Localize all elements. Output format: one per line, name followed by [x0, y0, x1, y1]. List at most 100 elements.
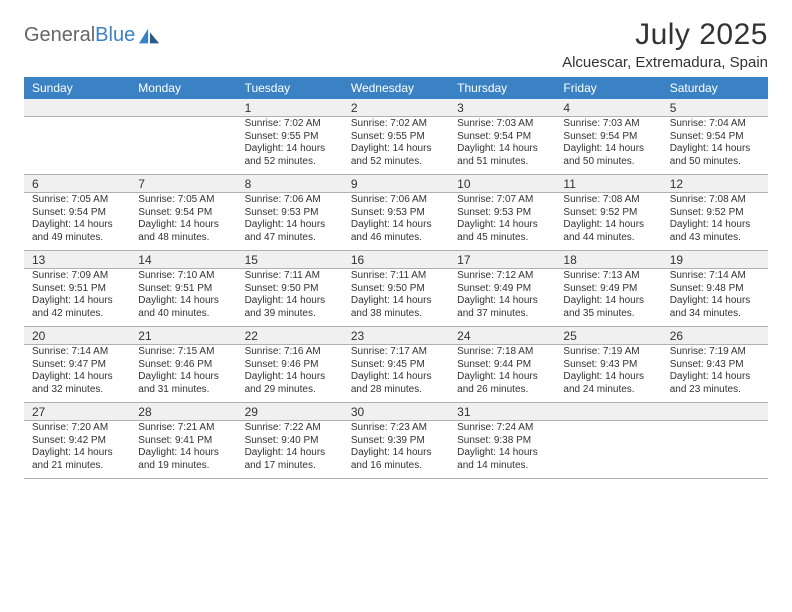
day-number: 17 — [449, 251, 555, 268]
sunrise-label: Sunrise: 7:13 AM — [563, 270, 653, 283]
day-number: 2 — [343, 99, 449, 116]
day-number — [555, 403, 661, 420]
sunset-label: Sunset: 9:49 PM — [563, 283, 653, 296]
sunrise-label: Sunrise: 7:06 AM — [245, 194, 335, 207]
sunset-label: Sunset: 9:46 PM — [138, 359, 228, 372]
daylight-line2: and 46 minutes. — [351, 232, 441, 245]
day-cell: Sunrise: 7:19 AMSunset: 9:43 PMDaylight:… — [555, 345, 661, 402]
daylight-line2: and 39 minutes. — [245, 308, 335, 321]
daylight-line2: and 51 minutes. — [457, 156, 547, 169]
weekday-monday: Monday — [130, 77, 236, 99]
sunset-label: Sunset: 9:40 PM — [245, 435, 335, 448]
sunset-label: Sunset: 9:38 PM — [457, 435, 547, 448]
day-number: 10 — [449, 175, 555, 192]
sunset-label: Sunset: 9:54 PM — [138, 207, 228, 220]
day-number — [130, 99, 236, 116]
sunset-label: Sunset: 9:52 PM — [563, 207, 653, 220]
sunset-label: Sunset: 9:54 PM — [563, 131, 653, 144]
sunrise-label: Sunrise: 7:14 AM — [32, 346, 122, 359]
daylight-line1: Daylight: 14 hours — [138, 371, 228, 384]
daylight-line2: and 34 minutes. — [670, 308, 760, 321]
brand-text: GeneralBlue — [24, 24, 135, 47]
daylight-line2: and 29 minutes. — [245, 384, 335, 397]
day-cell: Sunrise: 7:08 AMSunset: 9:52 PMDaylight:… — [662, 193, 768, 250]
daylight-line1: Daylight: 14 hours — [245, 219, 335, 232]
sunrise-label: Sunrise: 7:24 AM — [457, 422, 547, 435]
weekday-wednesday: Wednesday — [343, 77, 449, 99]
week-number-row: 13141516171819 — [24, 251, 768, 269]
daylight-line1: Daylight: 14 hours — [351, 143, 441, 156]
sunrise-label: Sunrise: 7:03 AM — [457, 118, 547, 131]
daylight-line2: and 19 minutes. — [138, 460, 228, 473]
daylight-line1: Daylight: 14 hours — [457, 371, 547, 384]
daylight-line2: and 23 minutes. — [670, 384, 760, 397]
daylight-line2: and 17 minutes. — [245, 460, 335, 473]
day-cell: Sunrise: 7:09 AMSunset: 9:51 PMDaylight:… — [24, 269, 130, 326]
sunrise-label: Sunrise: 7:19 AM — [563, 346, 653, 359]
daylight-line1: Daylight: 14 hours — [457, 295, 547, 308]
daylight-line2: and 26 minutes. — [457, 384, 547, 397]
daylight-line2: and 35 minutes. — [563, 308, 653, 321]
day-cell — [24, 117, 130, 174]
location-label: Alcuescar, Extremadura, Spain — [562, 54, 768, 71]
day-number: 20 — [24, 327, 130, 344]
daylight-line2: and 16 minutes. — [351, 460, 441, 473]
day-cell: Sunrise: 7:15 AMSunset: 9:46 PMDaylight:… — [130, 345, 236, 402]
sunset-label: Sunset: 9:54 PM — [457, 131, 547, 144]
day-cell: Sunrise: 7:05 AMSunset: 9:54 PMDaylight:… — [24, 193, 130, 250]
sunrise-label: Sunrise: 7:05 AM — [138, 194, 228, 207]
day-number: 6 — [24, 175, 130, 192]
sunrise-label: Sunrise: 7:09 AM — [32, 270, 122, 283]
week-number-row: 6789101112 — [24, 175, 768, 193]
sunrise-label: Sunrise: 7:14 AM — [670, 270, 760, 283]
sunset-label: Sunset: 9:48 PM — [670, 283, 760, 296]
day-cell: Sunrise: 7:11 AMSunset: 9:50 PMDaylight:… — [237, 269, 343, 326]
day-number: 27 — [24, 403, 130, 420]
day-cell: Sunrise: 7:16 AMSunset: 9:46 PMDaylight:… — [237, 345, 343, 402]
sunrise-label: Sunrise: 7:17 AM — [351, 346, 441, 359]
day-cell: Sunrise: 7:18 AMSunset: 9:44 PMDaylight:… — [449, 345, 555, 402]
daylight-line2: and 28 minutes. — [351, 384, 441, 397]
daylight-line2: and 37 minutes. — [457, 308, 547, 321]
daylight-line1: Daylight: 14 hours — [563, 371, 653, 384]
day-cell: Sunrise: 7:02 AMSunset: 9:55 PMDaylight:… — [237, 117, 343, 174]
sunset-label: Sunset: 9:55 PM — [245, 131, 335, 144]
daylight-line1: Daylight: 14 hours — [351, 447, 441, 460]
weekday-thursday: Thursday — [449, 77, 555, 99]
day-cell — [662, 421, 768, 478]
day-cell: Sunrise: 7:12 AMSunset: 9:49 PMDaylight:… — [449, 269, 555, 326]
sunrise-label: Sunrise: 7:10 AM — [138, 270, 228, 283]
daylight-line1: Daylight: 14 hours — [32, 219, 122, 232]
sunrise-label: Sunrise: 7:22 AM — [245, 422, 335, 435]
day-number: 16 — [343, 251, 449, 268]
day-number: 31 — [449, 403, 555, 420]
daylight-line2: and 50 minutes. — [670, 156, 760, 169]
sunset-label: Sunset: 9:53 PM — [457, 207, 547, 220]
sunrise-label: Sunrise: 7:18 AM — [457, 346, 547, 359]
day-number: 24 — [449, 327, 555, 344]
daylight-line2: and 24 minutes. — [563, 384, 653, 397]
day-cell: Sunrise: 7:03 AMSunset: 9:54 PMDaylight:… — [555, 117, 661, 174]
brand-text-gray: General — [24, 24, 95, 46]
day-number: 12 — [662, 175, 768, 192]
day-cell: Sunrise: 7:24 AMSunset: 9:38 PMDaylight:… — [449, 421, 555, 478]
weeks-container: 12345Sunrise: 7:02 AMSunset: 9:55 PMDayl… — [24, 99, 768, 479]
daylight-line1: Daylight: 14 hours — [245, 447, 335, 460]
day-number: 11 — [555, 175, 661, 192]
sunrise-label: Sunrise: 7:03 AM — [563, 118, 653, 131]
sunset-label: Sunset: 9:53 PM — [351, 207, 441, 220]
sunset-label: Sunset: 9:43 PM — [563, 359, 653, 372]
day-cell: Sunrise: 7:19 AMSunset: 9:43 PMDaylight:… — [662, 345, 768, 402]
sunrise-label: Sunrise: 7:07 AM — [457, 194, 547, 207]
daylight-line2: and 31 minutes. — [138, 384, 228, 397]
weekday-sunday: Sunday — [24, 77, 130, 99]
sunset-label: Sunset: 9:44 PM — [457, 359, 547, 372]
sunset-label: Sunset: 9:51 PM — [138, 283, 228, 296]
day-number: 1 — [237, 99, 343, 116]
week-content-row: Sunrise: 7:20 AMSunset: 9:42 PMDaylight:… — [24, 421, 768, 479]
daylight-line1: Daylight: 14 hours — [670, 143, 760, 156]
weekday-tuesday: Tuesday — [237, 77, 343, 99]
week-content-row: Sunrise: 7:14 AMSunset: 9:47 PMDaylight:… — [24, 345, 768, 403]
day-cell: Sunrise: 7:23 AMSunset: 9:39 PMDaylight:… — [343, 421, 449, 478]
daylight-line2: and 43 minutes. — [670, 232, 760, 245]
